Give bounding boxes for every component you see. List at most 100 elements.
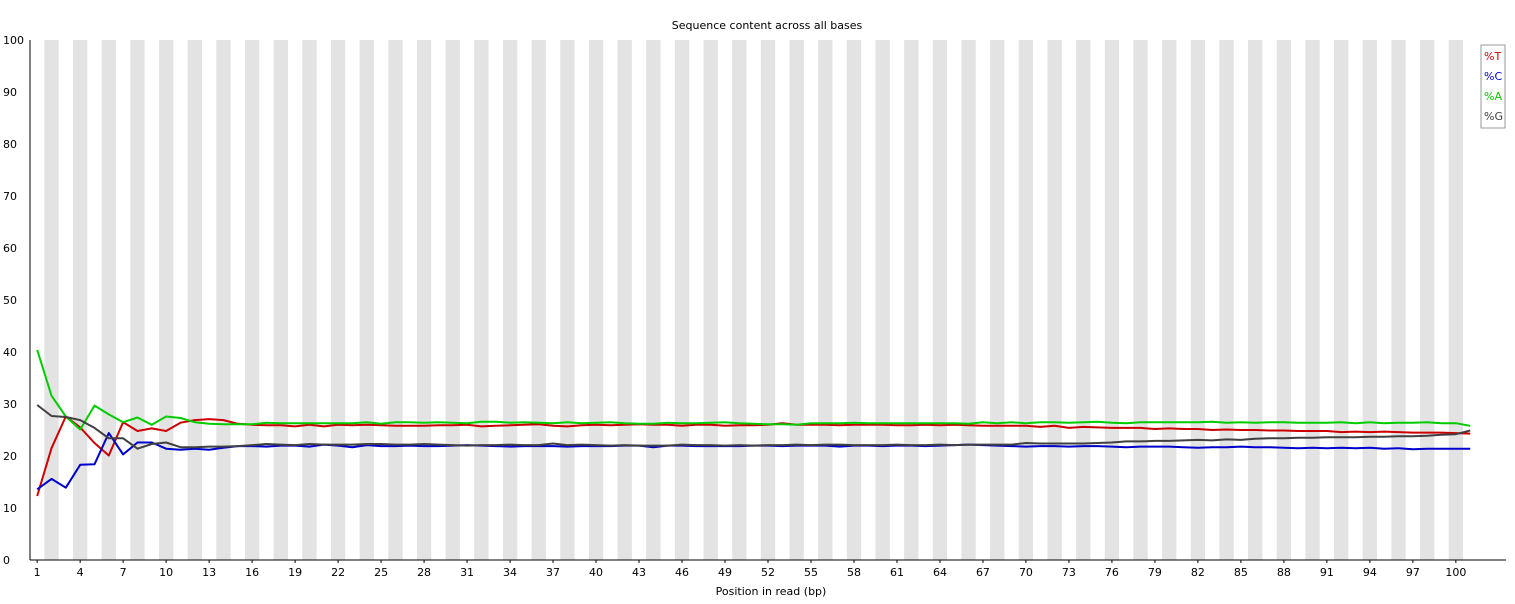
x-tick-4: 4 — [77, 566, 84, 579]
band-70 — [1018, 40, 1034, 560]
band-30 — [445, 40, 460, 560]
band-60 — [875, 40, 890, 560]
x-tick-52: 52 — [761, 566, 775, 579]
x-tick-34: 34 — [503, 566, 517, 579]
x-tick-73: 73 — [1062, 566, 1076, 579]
x-tick-28: 28 — [417, 566, 431, 579]
x-tick-16: 16 — [245, 566, 259, 579]
legend-item-t: %T — [1484, 50, 1501, 63]
x-tick-91: 91 — [1320, 566, 1334, 579]
x-tick-31: 31 — [460, 566, 474, 579]
band-48 — [703, 40, 718, 560]
y-tick-80: 80 — [3, 138, 17, 151]
band-58 — [846, 40, 862, 560]
band-90 — [1305, 40, 1320, 560]
x-tick-25: 25 — [374, 566, 388, 579]
y-tick-60: 60 — [3, 242, 17, 255]
x-tick-70: 70 — [1019, 566, 1033, 579]
band-18 — [273, 40, 288, 560]
y-tick-labels: 0 10 20 30 40 50 60 70 80 90 100 — [3, 34, 24, 567]
band-46 — [674, 40, 690, 560]
band-44 — [646, 40, 661, 560]
x-tick-79: 79 — [1148, 566, 1162, 579]
band-92 — [1334, 40, 1349, 560]
band-62 — [904, 40, 919, 560]
x-tick-49: 49 — [718, 566, 732, 579]
x-tick-61: 61 — [890, 566, 904, 579]
band-24 — [359, 40, 374, 560]
band-20 — [302, 40, 317, 560]
band-56 — [818, 40, 833, 560]
x-tick-85: 85 — [1234, 566, 1248, 579]
legend-box — [1480, 44, 1506, 129]
band-94 — [1362, 40, 1378, 560]
x-tick-40: 40 — [589, 566, 603, 579]
band-96 — [1391, 40, 1406, 560]
x-tick-1: 1 — [34, 566, 41, 579]
x-tick-97: 97 — [1406, 566, 1420, 579]
y-tick-50: 50 — [3, 294, 17, 307]
x-tick-37: 37 — [546, 566, 560, 579]
x-tick-10: 10 — [159, 566, 173, 579]
x-tick-43: 43 — [632, 566, 646, 579]
x-tick-labels: 1 4 7 10 13 16 19 22 25 28 31 34 37 40 43 46 49 52 55 58 61 6… — [34, 560, 1466, 579]
band-12 — [187, 40, 202, 560]
y-tick-30: 30 — [3, 398, 17, 411]
x-axis-label: Position in read (bp) — [716, 585, 827, 598]
y-tick-90: 90 — [3, 86, 17, 99]
legend-item-g: %G — [1484, 110, 1503, 123]
band-74 — [1076, 40, 1091, 560]
band-100 — [1448, 40, 1464, 560]
x-tick-100: 100 — [1445, 566, 1466, 579]
x-tick-13: 13 — [202, 566, 216, 579]
series-line-a — [36, 349, 1471, 431]
band-82 — [1190, 40, 1206, 560]
band-98 — [1420, 40, 1435, 560]
band-84 — [1219, 40, 1234, 560]
x-tick-82: 82 — [1191, 566, 1205, 579]
background-bands — [44, 40, 1464, 560]
series-line-t — [36, 415, 1471, 497]
y-tick-0: 0 — [3, 554, 10, 567]
band-36 — [531, 40, 546, 560]
band-40 — [588, 40, 604, 560]
band-10 — [158, 40, 174, 560]
band-54 — [789, 40, 804, 560]
series-line-g — [36, 404, 1471, 450]
band-32 — [474, 40, 489, 560]
band-50 — [732, 40, 747, 560]
band-22 — [330, 40, 346, 560]
band-16 — [244, 40, 260, 560]
band-2 — [44, 40, 59, 560]
y-tick-20: 20 — [3, 450, 17, 463]
legend: %T %C %A %G — [1480, 44, 1506, 129]
x-tick-46: 46 — [675, 566, 689, 579]
band-72 — [1047, 40, 1062, 560]
x-tick-58: 58 — [847, 566, 861, 579]
band-26 — [388, 40, 403, 560]
band-38 — [560, 40, 575, 560]
band-80 — [1162, 40, 1177, 560]
y-tick-10: 10 — [3, 502, 17, 515]
band-4 — [72, 40, 88, 560]
band-88 — [1276, 40, 1292, 560]
x-tick-67: 67 — [976, 566, 990, 579]
x-tick-76: 76 — [1105, 566, 1119, 579]
band-66 — [961, 40, 976, 560]
y-tick-40: 40 — [3, 346, 17, 359]
band-34 — [502, 40, 518, 560]
band-64 — [932, 40, 948, 560]
band-78 — [1133, 40, 1148, 560]
band-86 — [1248, 40, 1263, 560]
x-tick-19: 19 — [288, 566, 302, 579]
band-76 — [1104, 40, 1120, 560]
band-42 — [617, 40, 632, 560]
band-28 — [416, 40, 432, 560]
y-tick-70: 70 — [3, 190, 17, 203]
band-68 — [990, 40, 1005, 560]
x-tick-94: 94 — [1363, 566, 1377, 579]
x-tick-22: 22 — [331, 566, 345, 579]
band-52 — [760, 40, 776, 560]
